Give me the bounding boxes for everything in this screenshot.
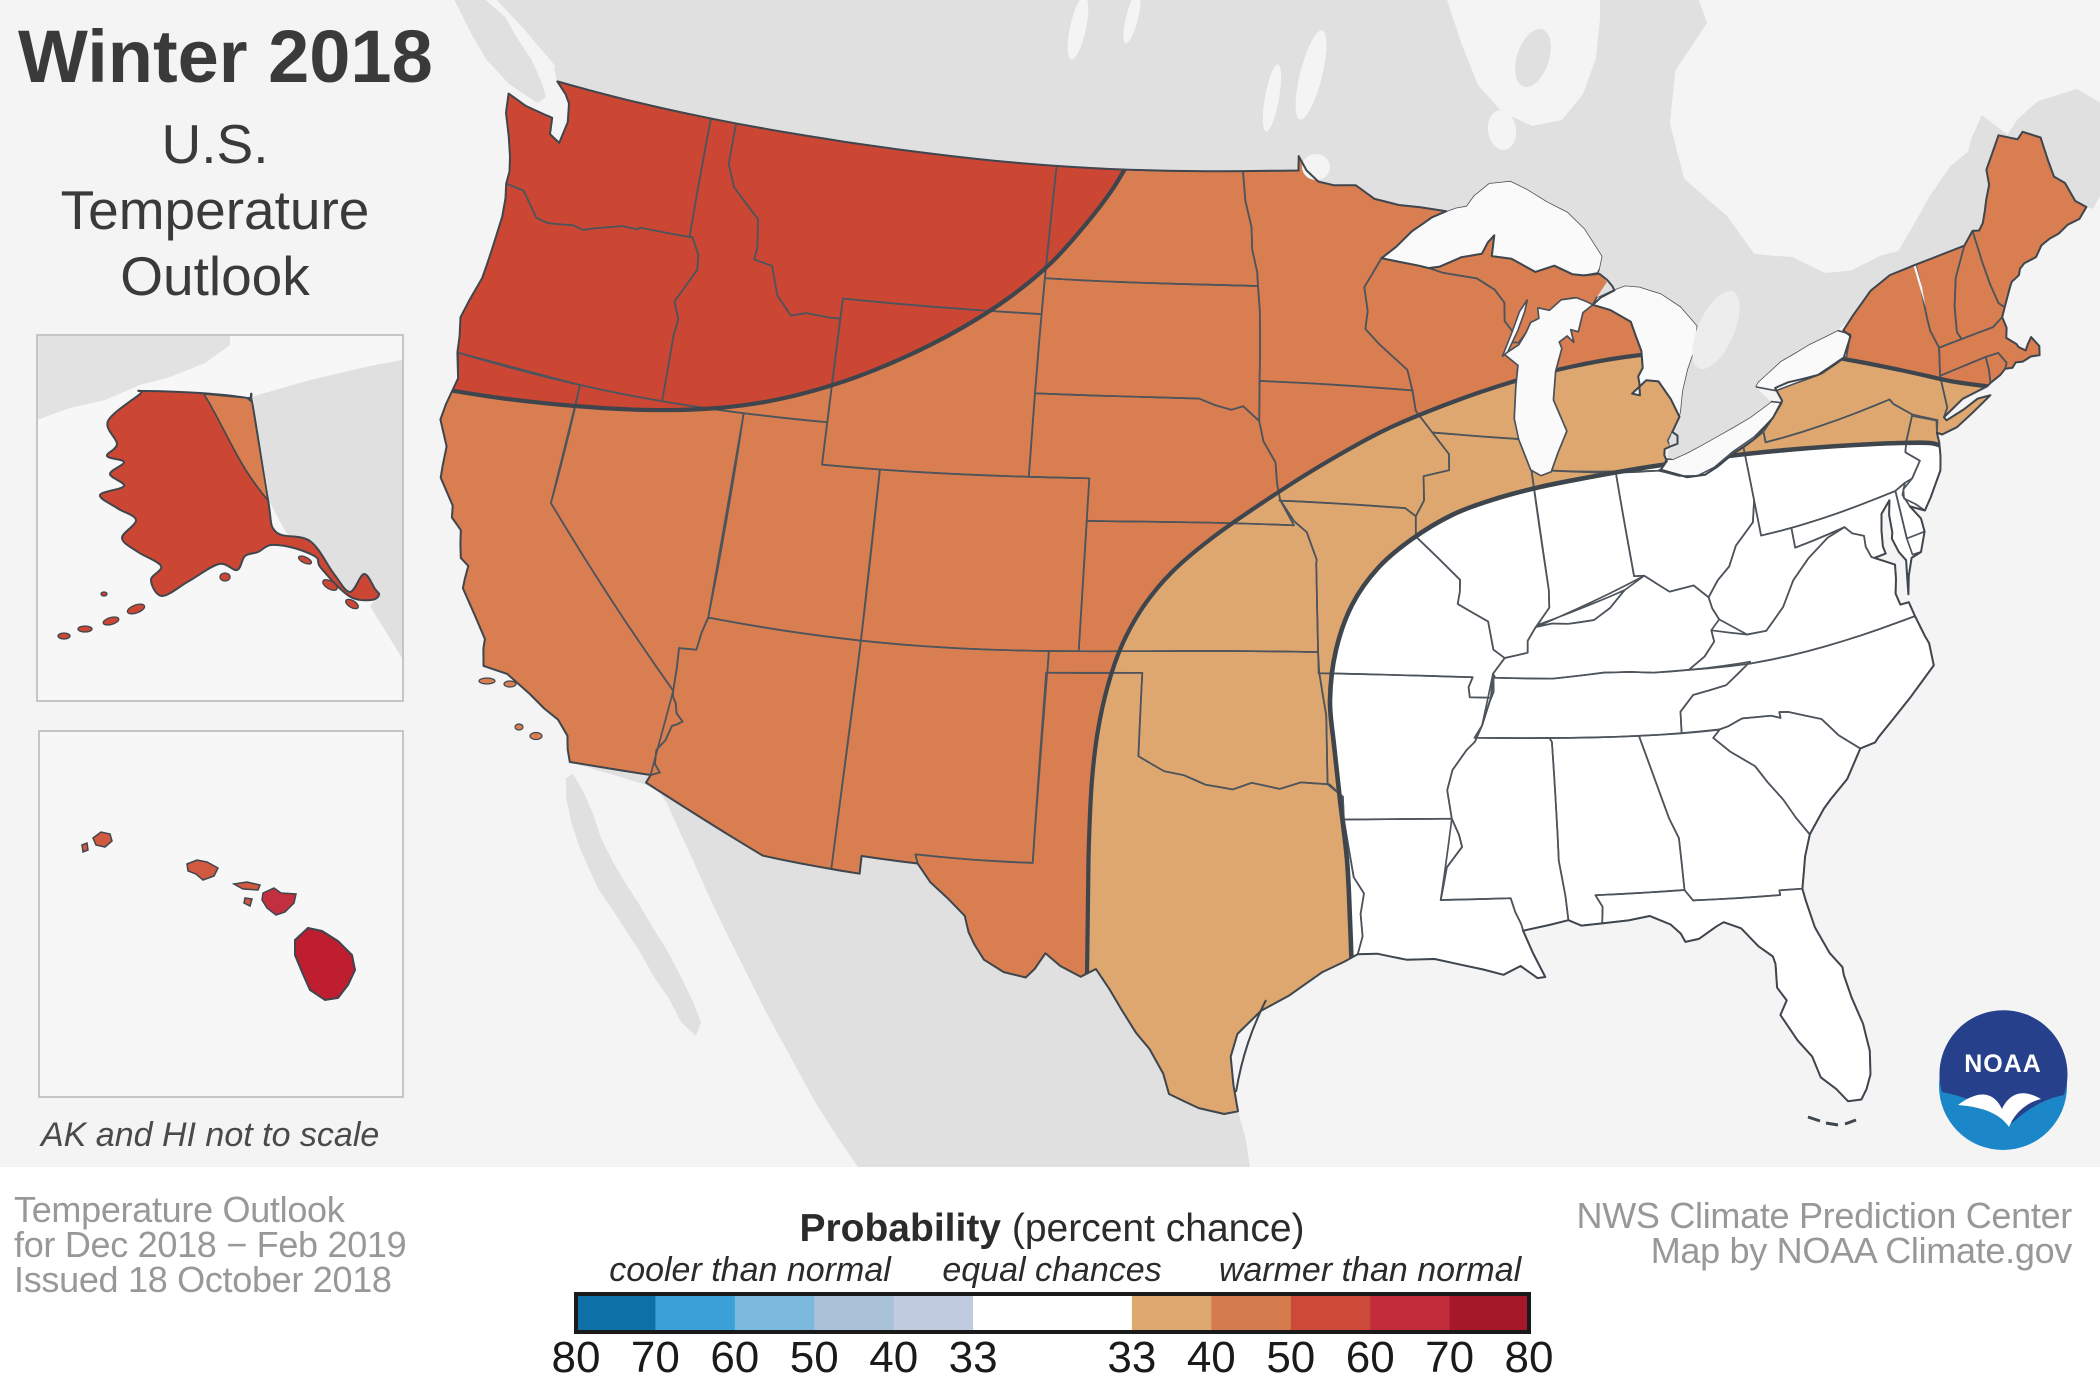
svg-text:80: 80 [552,1333,601,1380]
svg-text:60: 60 [1346,1333,1395,1380]
svg-text:70: 70 [1425,1333,1474,1380]
svg-text:warmer than normal: warmer than normal [1219,1251,1523,1289]
svg-text:Outlook: Outlook [120,245,310,307]
svg-text:Temperature: Temperature [61,179,370,241]
svg-text:Winter 2018: Winter 2018 [18,15,433,98]
svg-text:33: 33 [1107,1333,1156,1380]
svg-text:40: 40 [1187,1333,1236,1380]
svg-text:50: 50 [1266,1333,1315,1380]
svg-text:cooler than normal: cooler than normal [609,1251,892,1289]
svg-text:U.S.: U.S. [162,113,269,175]
svg-text:80: 80 [1505,1333,1554,1380]
svg-text:equal chances: equal chances [942,1251,1161,1289]
svg-text:Probability (percent chance): Probability (percent chance) [799,1207,1304,1250]
svg-text:NOAA: NOAA [1964,1050,2042,1078]
svg-text:70: 70 [631,1333,680,1380]
svg-text:60: 60 [710,1333,759,1380]
svg-text:for Dec 2018 − Feb 2019: for Dec 2018 − Feb 2019 [14,1224,406,1265]
svg-text:33: 33 [949,1333,998,1380]
svg-text:Issued 18 October 2018: Issued 18 October 2018 [14,1259,392,1300]
svg-text:Map by NOAA Climate.gov: Map by NOAA Climate.gov [1651,1230,2073,1271]
svg-text:Temperature Outlook: Temperature Outlook [14,1189,346,1230]
svg-text:NWS Climate Prediction Center: NWS Climate Prediction Center [1577,1195,2073,1236]
svg-text:AK and HI not to scale: AK and HI not to scale [39,1116,379,1154]
svg-text:40: 40 [869,1333,918,1380]
svg-text:50: 50 [790,1333,839,1380]
